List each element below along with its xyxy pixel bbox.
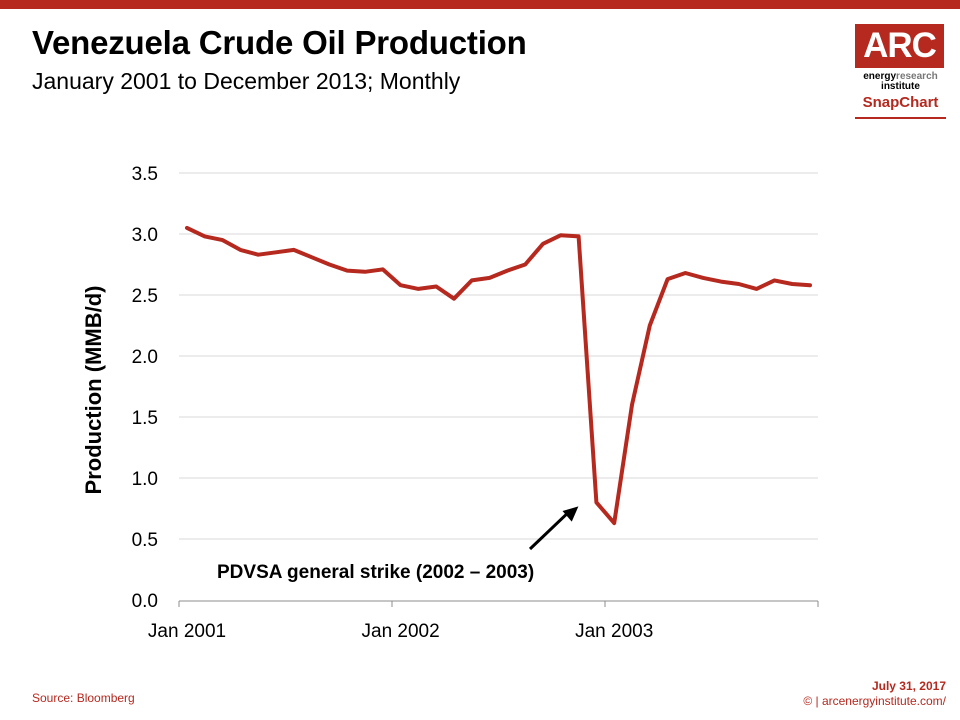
logo-text-energy: energy	[863, 71, 897, 82]
y-tick-label: 0.5	[132, 530, 158, 551]
x-tick-label: Jan 2003	[575, 621, 653, 642]
arc-logo: ARC energyresearch institute SnapChart	[853, 24, 948, 120]
annotation-arrow-head	[562, 506, 579, 522]
page-title: Venezuela Crude Oil Production	[32, 24, 527, 61]
series	[185, 225, 812, 526]
y-tick-label: 0.0	[132, 591, 158, 612]
axes: 0.0 0.5 1.0 1.5 2.0 2.5 3.0 3.5 Jan 2001 Jan 2002…	[132, 164, 819, 642]
annotations: PDVSA general strike (2002 – 2003)	[217, 506, 579, 583]
x-tick-label: Jan 2001	[148, 621, 226, 642]
production-line	[185, 225, 812, 526]
logo-mark: ARC	[855, 24, 944, 68]
logo-snapchart: SnapChart	[862, 94, 939, 111]
annotation-label: PDVSA general strike (2002 – 2003)	[217, 562, 534, 583]
y-axis-label: Production (MMB/d)	[81, 286, 106, 495]
logo-text-institute: institute	[881, 81, 920, 92]
y-tick-label: 3.5	[132, 164, 158, 185]
y-tick-label: 2.5	[132, 286, 158, 307]
y-tick-label: 3.0	[132, 225, 158, 246]
x-tick-label: Jan 2002	[362, 621, 440, 642]
y-tick-label: 2.0	[132, 347, 158, 368]
logo-text-research: research	[896, 71, 938, 82]
annotation-arrow-shaft	[528, 510, 571, 551]
publish-date: July 31, 2017	[871, 679, 946, 693]
logo-underline	[855, 117, 946, 119]
gridlines	[179, 172, 818, 540]
y-tick-label: 1.0	[132, 469, 158, 490]
y-tick-label: 1.5	[132, 408, 158, 429]
logo-text-energy-research: energyresearch	[853, 71, 948, 82]
website-link[interactable]: © | arcenergyinstitute.com/	[803, 694, 946, 708]
top-accent-bar	[0, 0, 960, 9]
source-note: Source: Bloomberg	[32, 691, 135, 705]
page-subtitle: January 2001 to December 2013; Monthly	[32, 68, 461, 94]
